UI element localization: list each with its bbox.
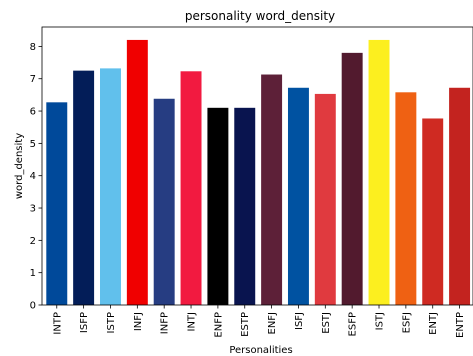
bars-group [46,39,471,306]
x-tick-label: ISTJ [375,312,386,330]
bar-istp [100,68,121,305]
y-tick-label: 8 [30,42,36,53]
bar-esfj [395,92,417,305]
x-tick-label: ESFP [348,312,359,336]
x-tick-label: INFJ [133,312,144,331]
bar-enfj [261,74,283,306]
x-tick-label: ISTP [106,312,117,333]
x-tick-label: ENTP [455,312,466,338]
bar-infp [153,98,175,305]
chart-title: personality word_density [185,9,335,23]
y-axis-title: word_density [14,133,25,199]
x-tick-label: ESFJ [401,312,412,333]
x-axis-title: Personalities [229,345,292,356]
bar-isfp [73,70,95,305]
x-tick-label: INTP [52,312,63,335]
bar-estj [314,93,336,305]
x-tick-label: ISFJ [294,312,305,330]
bar-intp [46,102,68,305]
bar-istj [368,39,390,306]
y-tick-label: 4 [30,171,36,182]
y-tick-label: 7 [30,74,36,85]
bar-entp [449,87,471,306]
y-tick-label: 5 [30,139,36,150]
x-tick-label: ENTJ [428,312,439,335]
bar-intj [180,71,202,305]
bar-enfp [207,107,229,305]
x-tick-label: ENFJ [267,312,278,335]
x-tick-label: INTJ [187,312,198,332]
x-tick-label: ESTP [240,312,251,337]
x-tick-label: INFP [160,312,171,334]
bar-isfj [287,87,309,306]
x-tick-label: ESTJ [321,312,332,334]
x-axis: INTP ISFP ISTP INFJ INFP INTJ ENFP ESTP ENFJ ISFJ… [52,305,466,338]
y-tick-label: 6 [30,107,36,118]
plot-frame [41,26,473,306]
y-tick-label: 3 [30,204,36,215]
y-tick-label: 1 [30,268,36,279]
bar-estp [234,107,256,305]
y-axis: 0 1 2 3 4 5 6 7 8 [30,42,42,312]
bar-entj [422,118,444,305]
x-tick-label: ISFP [79,312,90,333]
x-tick-label: ENFP [213,312,224,338]
y-tick-label: 0 [30,301,36,312]
bar-infj [126,39,148,306]
bar-esfp [341,52,363,305]
y-tick-label: 2 [30,236,36,247]
